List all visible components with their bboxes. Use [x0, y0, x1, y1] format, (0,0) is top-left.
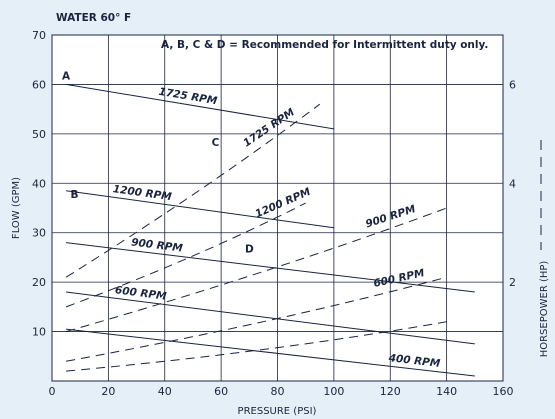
duty-point-letter: A: [62, 70, 71, 82]
y-tick-label-left: 50: [32, 128, 46, 141]
y-tick-label-left: 40: [32, 177, 46, 190]
flow-curve: [66, 190, 334, 229]
y-tick-label-left: 10: [32, 326, 46, 339]
y-axis-left-title: FLOW (GPM): [11, 177, 22, 239]
flow-curve: [66, 328, 475, 377]
horsepower-curve: [65, 207, 447, 333]
x-tick-label: 40: [158, 385, 172, 398]
x-tick-label: 100: [323, 385, 344, 398]
duty-annotation: A, B, C & D = Recommended for Intermitte…: [161, 39, 488, 51]
y-tick-label-left: 20: [32, 276, 46, 289]
horsepower-curve: [65, 103, 321, 278]
y-tick-label-right: 6: [509, 78, 516, 91]
x-axis-title: PRESSURE (PSI): [238, 406, 317, 417]
x-tick-label: 160: [493, 385, 514, 398]
x-tick-label: 20: [101, 385, 115, 398]
y-tick-label-left: 60: [32, 78, 46, 91]
y-axis-right-title: HORSEPOWER (HP): [539, 261, 550, 358]
y-tick-label-right: 2: [509, 276, 516, 289]
x-tick-label: 60: [214, 385, 228, 398]
flow-curve: [66, 242, 475, 293]
x-tick-label: 80: [271, 385, 285, 398]
curves: [65, 83, 475, 377]
horsepower-curve: [66, 276, 447, 362]
flow-curve: [66, 291, 475, 345]
duty-point-letter: C: [212, 137, 220, 149]
y-tick-label-left: 70: [32, 29, 46, 42]
horsepower-curve: [65, 202, 306, 308]
duty-point-letter: D: [245, 243, 254, 255]
horsepower-curve: [66, 321, 447, 372]
flow-curve: [66, 83, 334, 130]
water-temp-note: WATER 60° F: [56, 12, 131, 24]
y-tick-label-right: 4: [509, 177, 516, 190]
x-tick-label: 0: [49, 385, 56, 398]
x-tick-label: 120: [380, 385, 401, 398]
duty-point-letter: B: [71, 189, 79, 201]
grid: [52, 35, 503, 381]
x-tick-label: 140: [436, 385, 457, 398]
y-tick-label-left: 30: [32, 227, 46, 240]
